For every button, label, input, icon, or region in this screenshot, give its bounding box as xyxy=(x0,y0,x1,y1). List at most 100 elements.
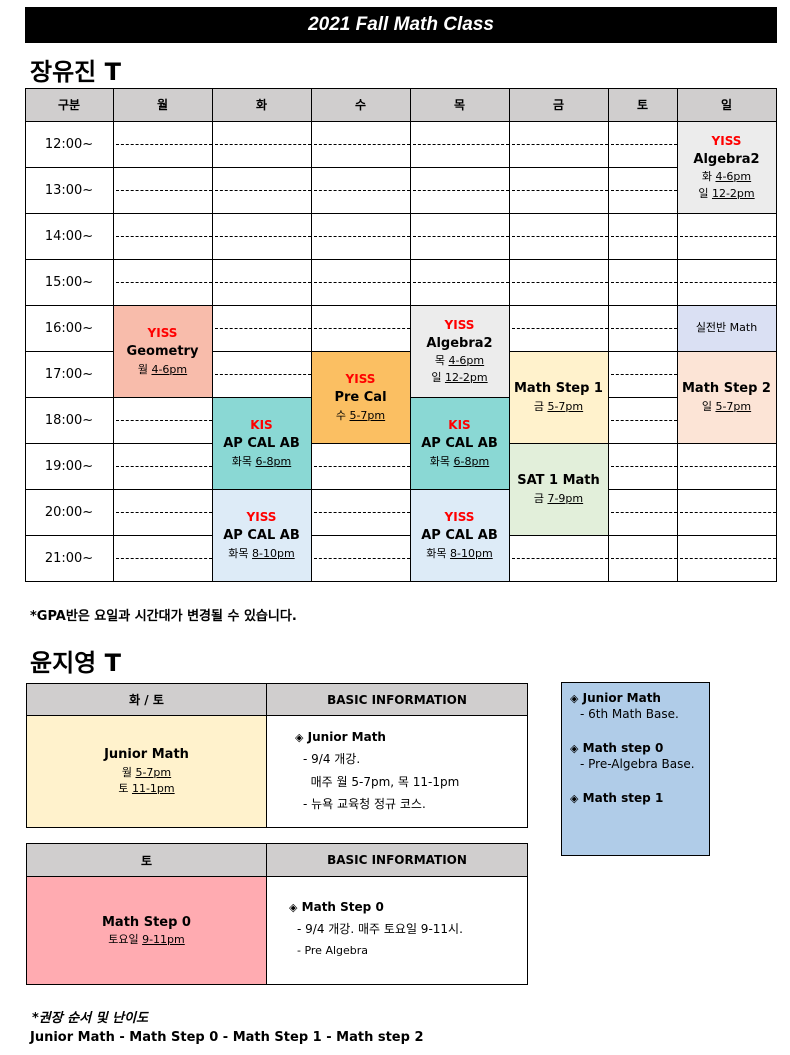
day: 일 xyxy=(431,370,442,384)
diamond-icon: ◈ xyxy=(289,901,298,914)
half-hour-divider xyxy=(412,144,509,145)
class-name: Pre Cal xyxy=(334,390,387,405)
class-block: KIS AP CAL AB 화목 6-8pm xyxy=(211,396,312,490)
half-hour-divider xyxy=(610,374,677,375)
info-line: - 9/4 개강. 매주 토요일 9-11시. xyxy=(297,922,463,937)
class-name: Geometry xyxy=(126,344,199,359)
time-range: 8-10pm xyxy=(450,546,493,560)
diamond-icon: ◈ xyxy=(295,731,304,744)
class-schedule: 일 12-2pm xyxy=(698,186,754,203)
class-schedule: 화목 8-10pm xyxy=(228,546,294,563)
time-slot xyxy=(607,534,678,582)
day: 금 xyxy=(533,491,544,505)
class-block: Math Step 1 금 5-7pm xyxy=(508,350,609,444)
half-hour-divider xyxy=(313,558,410,559)
time-range: 4-6pm xyxy=(151,362,188,376)
time-slot xyxy=(112,488,213,536)
time-slot xyxy=(112,258,213,306)
info-title: Math Step 0 xyxy=(301,900,384,914)
class-org: YISS xyxy=(444,317,475,332)
half-hour-divider xyxy=(412,282,509,283)
half-hour-divider xyxy=(610,512,677,513)
time-slot xyxy=(607,120,678,168)
class-org: YISS xyxy=(147,326,178,340)
time-range: 5-7pm xyxy=(715,399,752,413)
class-name: AP CAL AB xyxy=(223,528,300,543)
info-line: - Pre Algebra xyxy=(297,943,369,957)
info-header: BASIC INFORMATION xyxy=(267,684,527,716)
summary-item: ◈ Junior Math - 6th Math Base. xyxy=(570,691,701,721)
info-title: Junior Math xyxy=(307,730,386,744)
class-schedule: 화목 6-8pm xyxy=(430,454,489,471)
time-slot xyxy=(409,120,510,168)
class-schedule: 화목 8-10pm xyxy=(426,546,492,563)
class-schedule: 토요일 9-11pm xyxy=(108,932,185,949)
class-name: Math Step 2 xyxy=(682,381,771,396)
half-hour-divider xyxy=(610,420,677,421)
half-hour-divider xyxy=(610,558,677,559)
time-slot xyxy=(607,488,678,536)
half-hour-divider xyxy=(511,328,608,329)
header-2: 화 xyxy=(211,87,312,122)
half-hour-divider xyxy=(610,190,677,191)
info-line: 매주 월 5-7pm, 목 11-1pm xyxy=(303,774,460,789)
time-slot xyxy=(211,120,312,168)
half-hour-divider xyxy=(313,144,410,145)
half-hour-divider xyxy=(313,512,410,513)
class-block: YISS Geometry 월 4-6pm xyxy=(112,304,213,398)
time-slot xyxy=(409,212,510,260)
time-label: 16:00~ xyxy=(24,304,114,352)
half-hour-divider xyxy=(214,282,311,283)
time-label: 17:00~ xyxy=(24,350,114,398)
half-hour-divider xyxy=(511,236,608,237)
info-header: BASIC INFORMATION xyxy=(267,844,527,877)
half-hour-divider xyxy=(115,236,212,237)
half-hour-divider xyxy=(313,328,410,329)
half-hour-divider xyxy=(313,190,410,191)
teacher2-name: 윤지영 T xyxy=(30,649,121,677)
class-schedule: 목 4-6pm xyxy=(435,353,484,370)
half-hour-divider xyxy=(679,512,776,513)
time-range: 4-6pm xyxy=(448,354,485,368)
recommended-order: Junior Math - Math Step 0 - Math Step 1 … xyxy=(30,1030,424,1045)
time-range: 9-11pm xyxy=(142,933,185,946)
day: 수 xyxy=(335,408,346,422)
day-header: 토 xyxy=(27,844,267,877)
header-5: 금 xyxy=(508,87,609,122)
time-slot xyxy=(508,258,609,306)
class-block: Math Step 2 일 5-7pm xyxy=(676,350,777,444)
math-step0-table: 토 BASIC INFORMATION Math Step 0 토요일 9-11… xyxy=(26,843,528,985)
class-schedule: 월 5-7pm xyxy=(122,765,171,782)
time-slot xyxy=(607,350,678,398)
class-name: AP CAL AB xyxy=(421,436,498,451)
half-hour-divider xyxy=(679,282,776,283)
class-schedule: 수 5-7pm xyxy=(336,408,385,425)
half-hour-divider xyxy=(610,236,677,237)
time-slot xyxy=(409,166,510,214)
time-range: 5-7pm xyxy=(547,399,584,413)
time-slot xyxy=(508,534,609,582)
gpa-note: *GPA반은 요일과 시간대가 변경될 수 있습니다. xyxy=(30,609,297,624)
half-hour-divider xyxy=(412,190,509,191)
time-slot xyxy=(112,396,213,444)
half-hour-divider xyxy=(511,144,608,145)
time-label: 19:00~ xyxy=(24,442,114,490)
time-slot xyxy=(676,488,777,536)
time-slot xyxy=(508,120,609,168)
class-org: YISS xyxy=(444,510,475,524)
time-slot xyxy=(508,212,609,260)
class-name: Algebra2 xyxy=(693,151,760,167)
time-range: 5-7pm xyxy=(349,408,386,422)
time-label: 21:00~ xyxy=(24,534,114,582)
half-hour-divider xyxy=(214,236,311,237)
time-slot xyxy=(211,166,312,214)
half-hour-divider xyxy=(679,236,776,237)
half-hour-divider xyxy=(610,282,677,283)
time-slot xyxy=(676,534,777,582)
day: 일 xyxy=(701,399,712,413)
time-slot xyxy=(607,258,678,306)
time-label: 12:00~ xyxy=(24,120,114,168)
class-cell: Math Step 0 토요일 9-11pm xyxy=(27,877,267,984)
half-hour-divider xyxy=(511,190,608,191)
day: 화목 xyxy=(426,546,447,560)
